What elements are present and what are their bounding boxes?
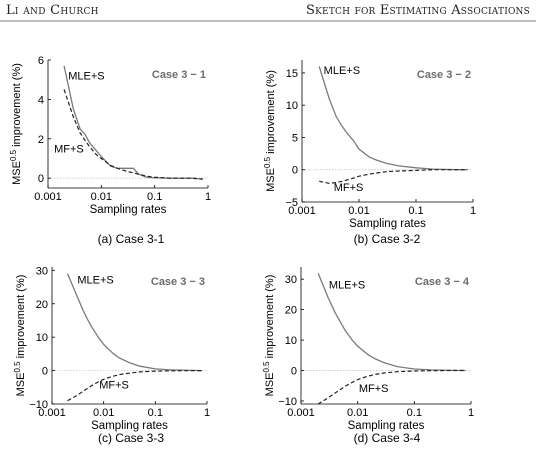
- x-tick-label: 0.01: [348, 205, 369, 217]
- series-label: MF+S: [359, 383, 389, 395]
- series-label: MF+S: [54, 144, 84, 156]
- x-tick-label: 1: [205, 191, 211, 203]
- panel-caption: (c) Case 3-3: [98, 431, 164, 445]
- y-axis-title: MSE0.5 improvement (%): [262, 275, 276, 397]
- x-tick-label: 0.01: [347, 407, 368, 419]
- y-tick-label: 20: [36, 299, 48, 311]
- series-label: MLE+S: [324, 65, 360, 77]
- x-tick-label: 0.01: [93, 407, 114, 419]
- y-tick-label: −10: [278, 396, 297, 408]
- x-tick-label: 0.001: [287, 407, 315, 419]
- y-tick-label: 4: [38, 94, 44, 106]
- x-axis-title: Sampling rates: [91, 420, 168, 432]
- running-header-right: Sketch for Estimating Associations: [306, 3, 530, 18]
- series-label: MLE+S: [68, 71, 104, 83]
- chart-panel-1: 0.001 0.01 0.1 1 0 2 4 6 MLE+S MF+S Case 3 − 1 Samp…: [9, 55, 211, 246]
- y-tick-label: −5: [285, 197, 298, 209]
- x-axis-title: Sampling rates: [348, 420, 425, 432]
- y-tick-label: 5: [292, 132, 298, 144]
- series-line-mf-s: [63, 89, 203, 180]
- y-axis-title: MSE0.5 improvement (%): [13, 275, 27, 397]
- chart-panel-4: 0.001 0.01 0.1 1 −10 0 10 20 30 MLE+S MF+S Case 3 −…: [262, 267, 474, 445]
- x-tick-label: 1: [470, 205, 476, 217]
- y-tick-label: 0: [38, 173, 44, 185]
- case-label: Case 3 − 2: [417, 69, 471, 81]
- y-tick-label: 20: [285, 305, 297, 317]
- panel-caption: (b) Case 3-2: [354, 232, 421, 246]
- panel-caption: (a) Case 3-1: [98, 232, 165, 246]
- y-tick-label: 30: [285, 274, 297, 286]
- series-label: MLE+S: [77, 275, 113, 287]
- y-tick-label: 6: [38, 55, 44, 67]
- x-tick-label: 0.001: [38, 407, 66, 419]
- panel-caption: (d) Case 3-4: [354, 431, 421, 445]
- x-tick-label: 0.01: [91, 191, 112, 203]
- y-tick-label: 0: [291, 366, 297, 378]
- x-axis-title: Sampling rates: [90, 204, 167, 216]
- series-label: MF+S: [334, 182, 364, 194]
- y-tick-label: 30: [36, 265, 48, 277]
- y-tick-label: 2: [38, 134, 44, 146]
- case-label: Case 3 − 4: [415, 276, 470, 288]
- x-tick-label: 0.1: [148, 407, 163, 419]
- series-line-mf-s: [67, 370, 202, 402]
- y-tick-label: −10: [29, 399, 48, 411]
- case-label: Case 3 − 3: [151, 276, 205, 288]
- x-tick-label: 0.1: [407, 407, 422, 419]
- series-line-mle-s: [318, 66, 468, 171]
- x-tick-label: 1: [204, 407, 210, 419]
- y-tick-label: 0: [292, 165, 298, 177]
- series-label: MLE+S: [329, 279, 365, 291]
- y-axis-title: MSE0.5 improvement (%): [9, 63, 23, 185]
- series-line-mle-s: [67, 273, 203, 372]
- x-axis-title: Sampling rates: [349, 218, 426, 230]
- x-tick-label: 0.001: [34, 191, 62, 203]
- case-label: Case 3 − 1: [152, 69, 206, 81]
- x-tick-label: 0.001: [288, 205, 316, 217]
- series-label: MF+S: [99, 379, 129, 391]
- series-line-mle-s: [317, 272, 466, 372]
- x-tick-label: 0.1: [147, 191, 162, 203]
- series-line-mle-s: [63, 65, 203, 180]
- running-header-left: Li and Church: [6, 3, 99, 18]
- chart-panel-3: 0.001 0.01 0.1 1 −10 0 10 20 30 MLE+S MF+S Case 3 −…: [13, 265, 210, 445]
- y-axis-title: MSE0.5 improvement (%): [263, 70, 277, 192]
- chart-panel-2: 0.001 0.01 0.1 1 −5 0 5 10 15 MLE+S MF+S Case 3 − 2…: [263, 60, 476, 246]
- y-tick-label: 10: [286, 100, 298, 112]
- series-line-mf-s: [317, 369, 466, 405]
- y-tick-label: 15: [286, 68, 298, 80]
- y-tick-label: 0: [42, 366, 48, 378]
- y-tick-label: 10: [36, 332, 48, 344]
- x-tick-label: 0.1: [408, 205, 423, 217]
- x-tick-label: 1: [468, 407, 474, 419]
- y-tick-label: 10: [285, 335, 297, 347]
